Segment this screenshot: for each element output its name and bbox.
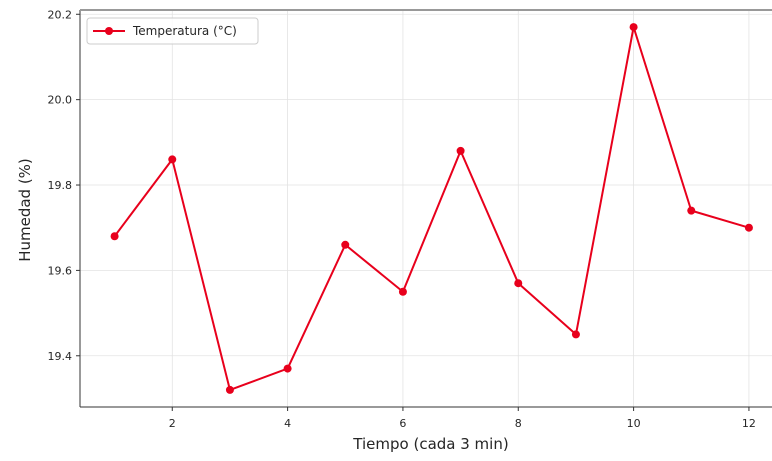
y-tick-label: 20.0 xyxy=(48,94,73,107)
data-point xyxy=(744,223,753,232)
axes-frame xyxy=(79,9,772,408)
x-axis-label: Tiempo (cada 3 min) xyxy=(352,435,508,453)
x-tick-label: 2 xyxy=(169,417,176,430)
data-series xyxy=(110,23,753,394)
axis-ticks: 2 4 6 8 10 12 19.4 19.6 19.8 20.0 20.2 xyxy=(48,8,756,430)
y-tick-label: 20.2 xyxy=(48,8,73,21)
data-point xyxy=(629,23,638,32)
legend-label: Temperatura (°C) xyxy=(132,24,237,38)
y-tick-label: 19.6 xyxy=(48,264,73,277)
data-point xyxy=(398,287,407,296)
series-line xyxy=(113,26,750,391)
legend-marker-swatch xyxy=(105,27,113,35)
x-tick-label: 6 xyxy=(399,417,406,430)
data-point xyxy=(687,206,696,215)
data-point xyxy=(571,330,580,339)
legend: Temperatura (°C) xyxy=(86,17,259,45)
x-tick-label: 8 xyxy=(515,417,522,430)
x-tick-label: 12 xyxy=(742,417,756,430)
y-tick-label: 19.4 xyxy=(48,350,73,363)
legend-box xyxy=(86,17,259,45)
data-point xyxy=(514,279,523,288)
data-point xyxy=(341,240,350,249)
x-tick-label: 10 xyxy=(627,417,641,430)
data-point xyxy=(225,385,234,394)
y-axis-label: Humedad (%) xyxy=(16,158,34,262)
data-point xyxy=(456,146,465,155)
y-tick-label: 19.8 xyxy=(48,179,73,192)
data-point xyxy=(110,232,119,241)
x-tick-label: 4 xyxy=(284,417,291,430)
data-point xyxy=(283,364,292,373)
data-point xyxy=(168,155,177,164)
